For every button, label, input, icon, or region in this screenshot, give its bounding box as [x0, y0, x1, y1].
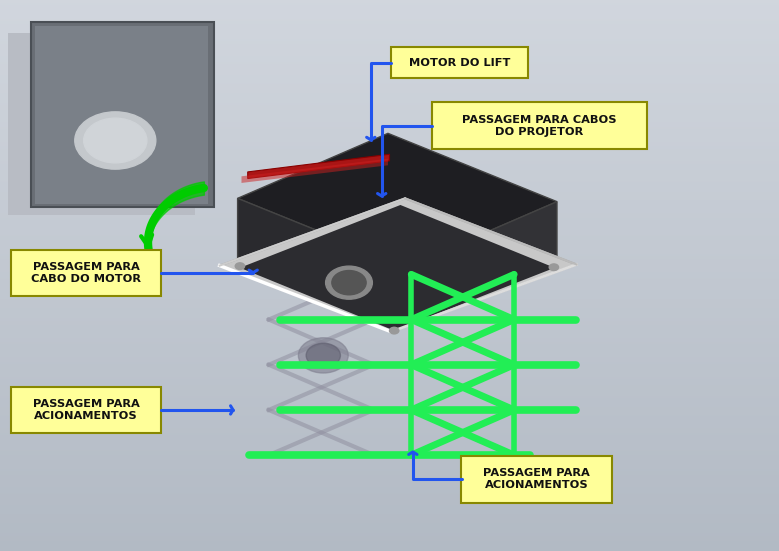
Circle shape [306, 343, 340, 368]
Text: MOTOR DO LIFT: MOTOR DO LIFT [409, 58, 510, 68]
FancyBboxPatch shape [11, 387, 161, 433]
Circle shape [75, 112, 156, 169]
Polygon shape [248, 154, 390, 179]
Circle shape [83, 118, 147, 163]
FancyBboxPatch shape [11, 250, 161, 296]
FancyBboxPatch shape [31, 22, 214, 207]
Circle shape [549, 264, 559, 271]
FancyBboxPatch shape [432, 102, 647, 149]
FancyBboxPatch shape [8, 33, 195, 215]
Circle shape [390, 327, 399, 334]
Text: PASSAGEM PARA
ACIONAMENTOS: PASSAGEM PARA ACIONAMENTOS [483, 468, 590, 490]
Circle shape [332, 271, 366, 295]
Text: PASSAGEM PARA
ACIONAMENTOS: PASSAGEM PARA ACIONAMENTOS [33, 399, 139, 421]
Polygon shape [220, 198, 576, 332]
Polygon shape [241, 159, 388, 183]
Text: PASSAGEM PARA CABOS
DO PROJETOR: PASSAGEM PARA CABOS DO PROJETOR [462, 115, 616, 137]
Circle shape [298, 338, 348, 373]
Text: PASSAGEM PARA
CABO DO MOTOR: PASSAGEM PARA CABO DO MOTOR [31, 262, 141, 284]
FancyBboxPatch shape [35, 26, 208, 204]
FancyBboxPatch shape [461, 456, 612, 503]
Circle shape [235, 263, 245, 269]
FancyBboxPatch shape [391, 47, 528, 78]
Polygon shape [238, 133, 557, 267]
Polygon shape [238, 198, 407, 326]
Polygon shape [407, 202, 557, 326]
Polygon shape [240, 205, 555, 331]
Circle shape [326, 266, 372, 299]
